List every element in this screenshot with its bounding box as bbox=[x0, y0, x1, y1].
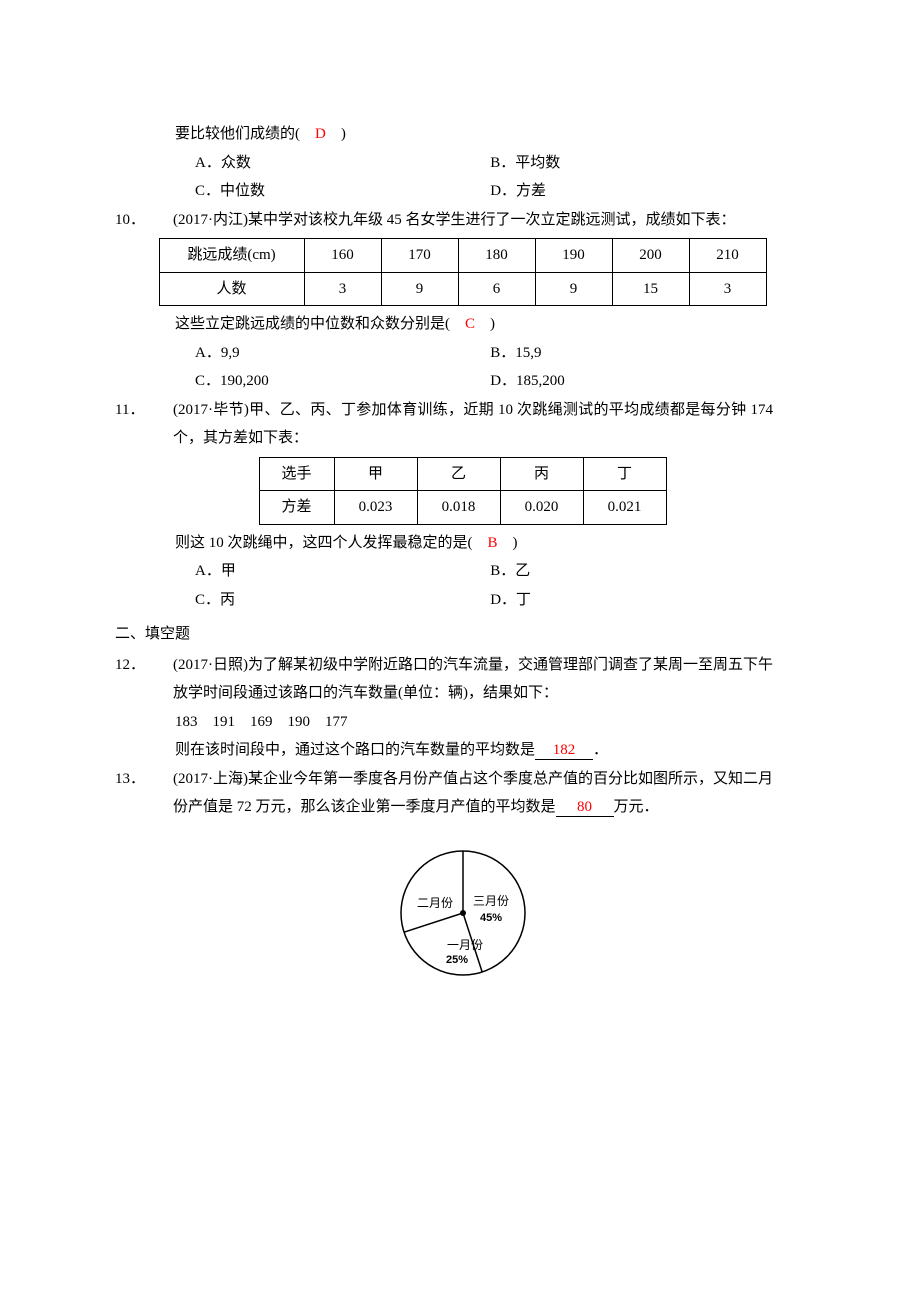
svg-text:二月份: 二月份 bbox=[416, 896, 452, 910]
q10-answer: C bbox=[465, 316, 475, 332]
q10-opt-b: B．15,9 bbox=[490, 339, 785, 368]
q11-stem1: (2017·毕节)甲、乙、丙、丁参加体育训练，近期 10 次跳绳测试的平均成绩都… bbox=[173, 396, 773, 453]
q13-stem: (2017·上海)某企业今年第一季度各月份产值占这个季度总产值的百分比如图所示，… bbox=[173, 765, 773, 822]
q12-stem2-line: 则在该时间段中，通过这个路口的汽车数量的平均数是182． bbox=[115, 736, 810, 765]
q10: 10．(2017·内江)某中学对该校九年级 45 名女学生进行了一次立定跳远测试… bbox=[115, 206, 810, 235]
q13-pie-chart: 三月份 45% 一月份 25% 二月份 bbox=[115, 838, 810, 999]
q10-stem2: 这些立定跳远成绩的中位数和众数分别是( bbox=[175, 316, 450, 332]
q11-table: 选手甲乙丙丁方差0.0230.0180.0200.021 bbox=[259, 457, 667, 525]
q11-options: A．甲 B．乙 C．丙 D．丁 bbox=[115, 557, 810, 614]
q9-answer: D bbox=[315, 126, 326, 142]
q11-answer: B bbox=[488, 535, 498, 551]
q11-opt-b: B．乙 bbox=[490, 557, 785, 586]
q10-opt-c: C．190,200 bbox=[195, 367, 490, 396]
svg-text:45%: 45% bbox=[479, 912, 501, 924]
svg-text:25%: 25% bbox=[445, 954, 467, 966]
q12-stem2b: ． bbox=[593, 742, 608, 758]
q11-stem2-line: 则这 10 次跳绳中，这四个人发挥最稳定的是( B ) bbox=[115, 529, 810, 558]
q13-num: 13． bbox=[115, 765, 173, 794]
q13-stem-a: (2017·上海)某企业今年第一季度各月份产值占这个季度总产值的百分比如图所示，… bbox=[173, 771, 773, 816]
q12-answer-blank: 182 bbox=[535, 742, 593, 760]
q9-stem-cont: 要比较他们成绩的( D ) bbox=[115, 120, 810, 149]
q9-text: 要比较他们成绩的( bbox=[175, 126, 300, 142]
q10-tail: ) bbox=[490, 316, 495, 332]
q9-opt-a: A．众数 bbox=[195, 149, 490, 178]
q11-opt-d: D．丁 bbox=[490, 586, 785, 615]
q12-data: 183 191 169 190 177 bbox=[115, 708, 810, 737]
q13-stem-b: 万元． bbox=[614, 799, 659, 815]
q11-opt-a: A．甲 bbox=[195, 557, 490, 586]
q12: 12．(2017·日照)为了解某初级中学附近路口的汽车流量，交通管理部门调查了某… bbox=[115, 651, 810, 708]
section-2-heading: 二、填空题 bbox=[115, 620, 810, 649]
q10-stem1: (2017·内江)某中学对该校九年级 45 名女学生进行了一次立定跳远测试，成绩… bbox=[173, 206, 773, 235]
q12-stem2a: 则在该时间段中，通过这个路口的汽车数量的平均数是 bbox=[175, 742, 535, 758]
q11: 11．(2017·毕节)甲、乙、丙、丁参加体育训练，近期 10 次跳绳测试的平均… bbox=[115, 396, 810, 453]
q11-opt-c: C．丙 bbox=[195, 586, 490, 615]
q9-opt-d: D．方差 bbox=[490, 177, 785, 206]
q9-options: A．众数 B．平均数 C．中位数 D．方差 bbox=[115, 149, 810, 206]
q9-opt-c: C．中位数 bbox=[195, 177, 490, 206]
q10-table: 跳远成绩(cm)160170180190200210人数3969153 bbox=[159, 238, 767, 306]
q13: 13． (2017·上海)某企业今年第一季度各月份产值占这个季度总产值的百分比如… bbox=[115, 765, 810, 822]
q11-tail: ) bbox=[513, 535, 518, 551]
q12-num: 12． bbox=[115, 651, 173, 680]
q11-stem2: 则这 10 次跳绳中，这四个人发挥最稳定的是( bbox=[175, 535, 473, 551]
q10-opt-a: A．9,9 bbox=[195, 339, 490, 368]
q12-stem1: (2017·日照)为了解某初级中学附近路口的汽车流量，交通管理部门调查了某周一至… bbox=[173, 651, 773, 708]
q13-answer-blank: 80 bbox=[556, 799, 614, 817]
q9-tail: ) bbox=[341, 126, 346, 142]
q11-num: 11． bbox=[115, 396, 173, 425]
q10-opt-d: D．185,200 bbox=[490, 367, 785, 396]
q10-options: A．9,9 B．15,9 C．190,200 D．185,200 bbox=[115, 339, 810, 396]
q10-num: 10． bbox=[115, 206, 173, 235]
q10-stem2-line: 这些立定跳远成绩的中位数和众数分别是( C ) bbox=[115, 310, 810, 339]
q9-opt-b: B．平均数 bbox=[490, 149, 785, 178]
svg-text:一月份: 一月份 bbox=[446, 938, 482, 952]
svg-text:三月份: 三月份 bbox=[472, 894, 508, 908]
